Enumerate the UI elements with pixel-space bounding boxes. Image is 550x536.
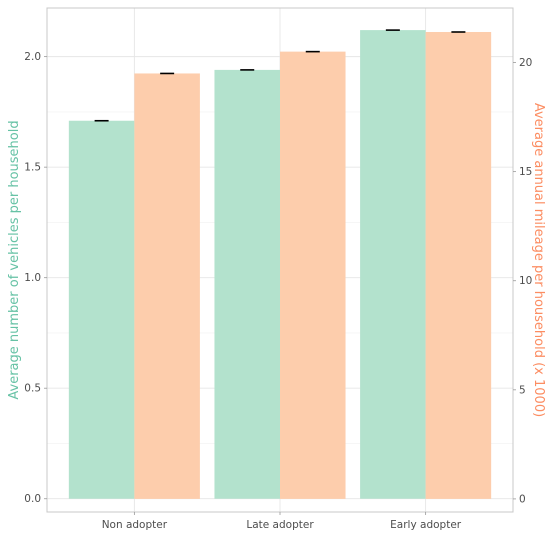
- right-tick-label: 20: [519, 57, 532, 69]
- left-tick-label: 1.0: [24, 272, 41, 284]
- right-tick-label: 10: [519, 275, 532, 287]
- right-tick-label: 5: [519, 384, 526, 396]
- right-axis-title: Average annual mileage per household (x …: [531, 103, 546, 417]
- bar-mileage-1: [280, 51, 346, 499]
- x-tick-label: Non adopter: [102, 519, 168, 531]
- left-axis-title: Average number of vehicles per household: [7, 120, 22, 399]
- bar-mileage-0: [134, 73, 200, 499]
- bar-vehicles-2: [360, 30, 426, 499]
- left-tick-label: 2.0: [24, 51, 41, 63]
- x-tick-label: Early adopter: [390, 519, 462, 531]
- bar-mileage-2: [425, 32, 492, 499]
- left-tick-label: 0.0: [24, 493, 41, 505]
- bar-vehicles-0: [68, 120, 135, 499]
- x-tick-label: Late adopter: [246, 519, 314, 531]
- left-tick-label: 0.5: [24, 383, 41, 395]
- right-tick-label: 15: [519, 166, 532, 178]
- right-tick-label: 0: [519, 493, 526, 505]
- left-tick-label: 1.5: [24, 162, 41, 174]
- bar-vehicles-1: [214, 69, 280, 499]
